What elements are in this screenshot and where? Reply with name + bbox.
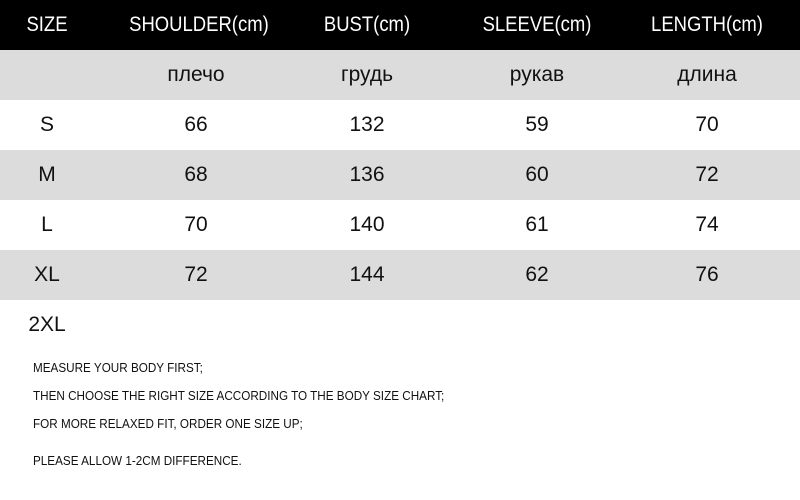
note-line: PLEASE ALLOW 1-2CM DIFFERENCE. <box>33 453 242 468</box>
translation-row: плечо грудь рукав длина <box>0 50 800 100</box>
table-cell: LENGTH(cm) <box>651 13 763 36</box>
table-cell: M <box>38 163 56 186</box>
table-cell: 70 <box>184 213 208 236</box>
table-cell: SHOULDER(cm) <box>129 13 269 36</box>
table-cell: SIZE <box>26 13 68 36</box>
table-cell <box>120 300 272 350</box>
table-cell: 132 <box>349 113 385 136</box>
table-cell: 68 <box>184 163 208 186</box>
table-cell: S <box>39 113 54 136</box>
note-line: FOR MORE RELAXED FIT, ORDER ONE SIZE UP; <box>33 416 303 431</box>
table-row: L 70 140 61 74 <box>0 200 800 250</box>
note-line: MEASURE YOUR BODY FIRST; <box>33 360 203 375</box>
table-cell: 72 <box>695 163 719 186</box>
table-cell: 76 <box>695 263 719 286</box>
table-cell: длина <box>677 63 737 86</box>
table-cell: 70 <box>695 113 719 136</box>
table-cell: 140 <box>349 213 385 236</box>
table-row: S 66 132 59 70 <box>0 100 800 150</box>
table-cell <box>290 300 444 350</box>
note-line: THEN CHOOSE THE RIGHT SIZE ACCORDING TO … <box>33 388 445 403</box>
table-cell <box>630 300 784 350</box>
table-cell <box>460 300 614 350</box>
table-cell: 144 <box>349 263 385 286</box>
table-cell: плечо <box>167 63 225 86</box>
table-cell <box>0 50 94 100</box>
header-row: SIZE SHOULDER(cm) BUST(cm) SLEEVE(cm) LENGTH… <box>0 0 800 50</box>
table-cell: 66 <box>184 113 208 136</box>
table-row: 2XL <box>0 300 800 350</box>
table-cell: XL <box>34 263 60 286</box>
table-cell: L <box>41 213 53 236</box>
table-cell: 72 <box>184 263 208 286</box>
table-cell: рукав <box>509 63 565 86</box>
table-cell: 74 <box>695 213 719 236</box>
table-cell: 2XL <box>28 313 66 336</box>
table-cell: SLEEVE(cm) <box>482 13 592 36</box>
table-cell: 61 <box>525 213 549 236</box>
table-cell: 136 <box>349 163 385 186</box>
table-row: XL 72 144 62 76 <box>0 250 800 300</box>
table-row: M 68 136 60 72 <box>0 150 800 200</box>
table-cell: грудь <box>340 63 394 86</box>
table-cell: BUST(cm) <box>323 13 411 36</box>
table-cell: 59 <box>525 113 549 136</box>
table-cell: 60 <box>525 163 549 186</box>
table-cell: 62 <box>525 263 549 286</box>
